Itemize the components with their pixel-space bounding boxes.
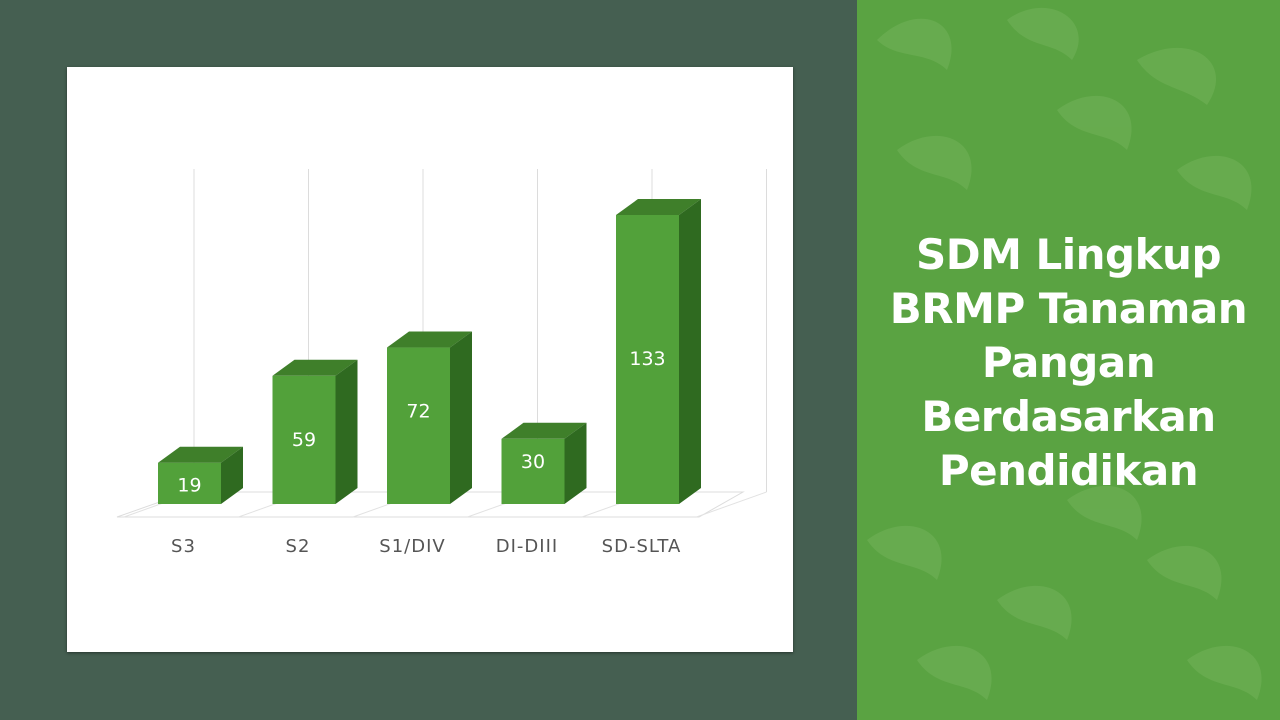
bar <box>501 438 565 504</box>
bar-top <box>272 359 358 376</box>
title-panel: SDM Lingkup BRMP Tanaman Pangan Berdasar… <box>857 0 1280 720</box>
data-label: 72 <box>406 401 430 423</box>
data-label: 19 <box>177 475 201 497</box>
bar <box>387 347 450 504</box>
category-label: S1/DIV <box>379 536 445 557</box>
slide-title: SDM Lingkup BRMP Tanaman Pangan Berdasar… <box>857 228 1280 498</box>
title-line: BRMP Tanaman <box>889 284 1248 333</box>
bar <box>158 462 221 504</box>
bar-side <box>679 199 701 504</box>
category-label: DI-DIII <box>496 536 558 557</box>
floor-gridline <box>696 491 767 518</box>
bar-side <box>335 359 358 504</box>
chart-area: 19 S3 59 S2 72 S1/DIV 30 DI-DIII 133 SD-SLTA <box>67 67 793 652</box>
bar-top <box>501 422 587 439</box>
bar-chart: 19 S3 59 S2 72 S1/DIV 30 DI-DIII 133 SD-SLTA <box>116 169 767 557</box>
bar-top <box>616 199 701 215</box>
bar <box>616 215 679 504</box>
title-line: Berdasarkan <box>921 392 1216 441</box>
category-label: SD-SLTA <box>602 536 682 557</box>
bar-side <box>564 422 587 504</box>
bar-top <box>387 331 472 348</box>
bar-top <box>158 446 243 463</box>
title-line: SDM Lingkup <box>915 230 1222 279</box>
category-label: S2 <box>286 536 311 557</box>
title-line: Pendidikan <box>938 446 1199 495</box>
title-line: Pangan <box>981 338 1156 387</box>
leaf-pattern-background <box>867 7 1262 700</box>
bar-side <box>221 446 243 504</box>
bar <box>272 375 336 504</box>
data-label: 133 <box>629 348 665 370</box>
bar-side <box>450 331 472 504</box>
category-label: S3 <box>171 536 196 557</box>
data-label: 30 <box>521 451 545 473</box>
data-label: 59 <box>292 429 316 451</box>
